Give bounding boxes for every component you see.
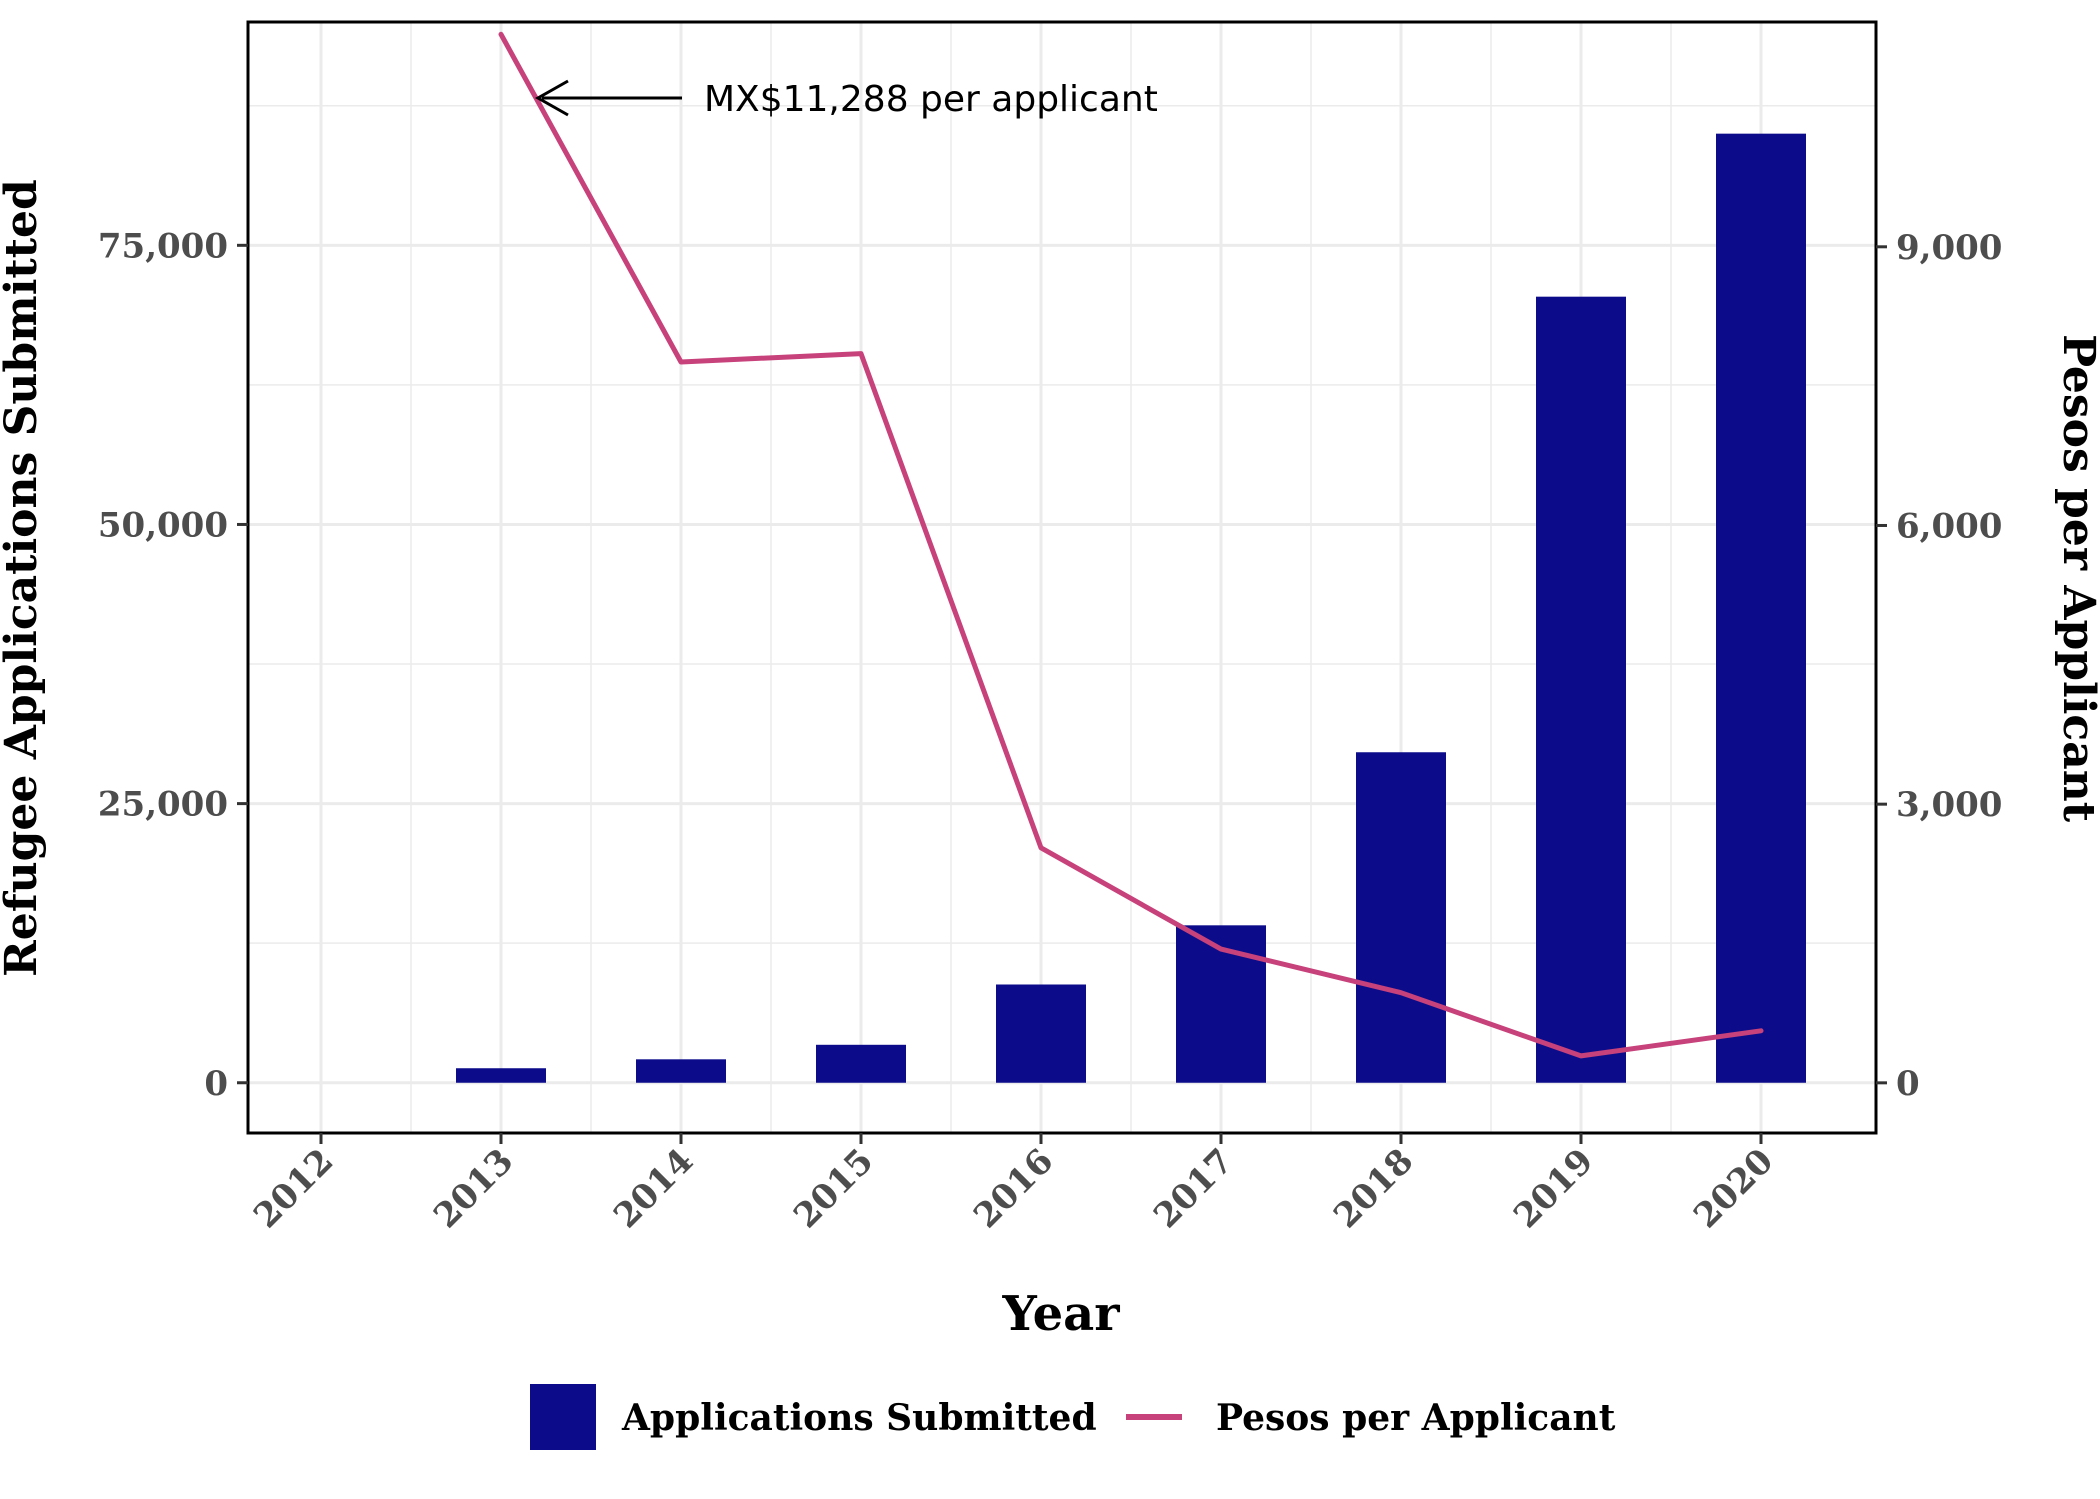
y2-tick-label: 3,000 xyxy=(1896,785,2002,825)
bars xyxy=(456,133,1806,1083)
y2-axis-title: Pesos per Applicant xyxy=(2053,334,2100,823)
y-tick-label: 0 xyxy=(204,1064,228,1104)
y-tick-label: 75,000 xyxy=(98,226,228,266)
y-tick-label: 50,000 xyxy=(98,505,228,545)
legend-swatch-applications xyxy=(530,1384,596,1450)
bar-2018 xyxy=(1356,752,1446,1083)
x-axis-title: Year xyxy=(1001,1286,1120,1342)
plot-panel-border xyxy=(246,20,1878,1135)
bar-2013 xyxy=(456,1068,546,1083)
bar-2016 xyxy=(996,984,1086,1083)
annotation-text: MX$11,288 per applicant xyxy=(704,79,1158,120)
y-axis-title: Refugee Applications Submitted xyxy=(0,179,47,977)
annotation: MX$11,288 per applicant xyxy=(534,79,1158,120)
bar-2014 xyxy=(636,1059,726,1083)
y2-tick-label: 6,000 xyxy=(1896,506,2002,546)
bar-2020 xyxy=(1716,133,1806,1083)
legend: Applications Submitted Pesos per Applica… xyxy=(530,1384,1616,1450)
legend-label-applications: Applications Submitted xyxy=(621,1397,1097,1439)
bar-2019 xyxy=(1536,296,1626,1083)
y2-tick-label: 0 xyxy=(1896,1064,1920,1104)
bar-2015 xyxy=(816,1044,906,1083)
annotation-arrowhead xyxy=(534,79,569,117)
legend-label-pesos: Pesos per Applicant xyxy=(1216,1397,1616,1439)
y2-tick-label: 9,000 xyxy=(1896,228,2002,268)
pesos-per-applicant-line xyxy=(498,31,1764,1059)
y-tick-label: 25,000 xyxy=(98,785,228,825)
